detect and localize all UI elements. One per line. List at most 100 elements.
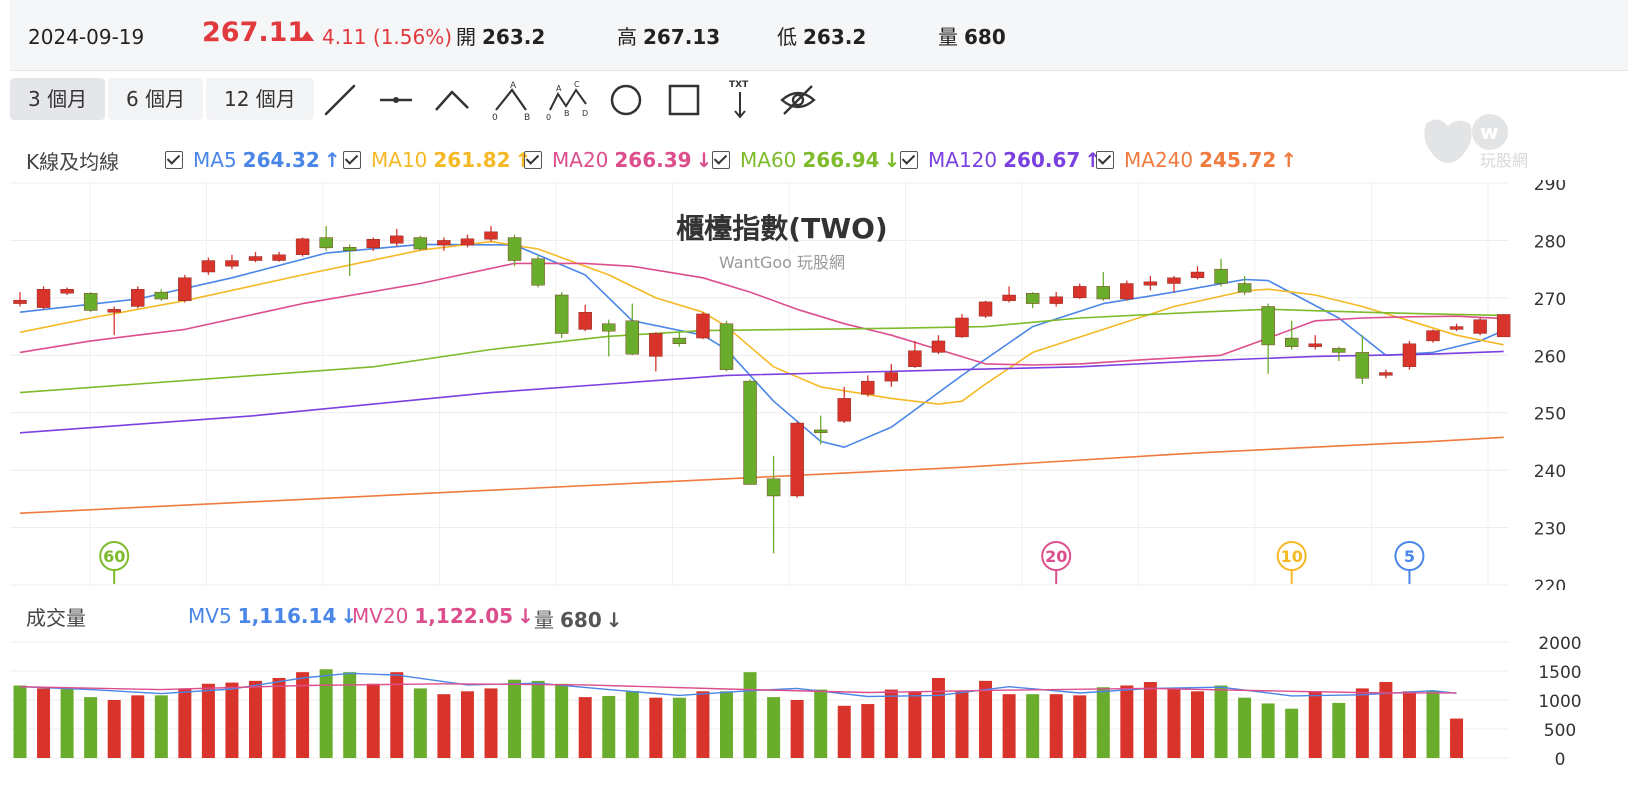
candle-body (83, 293, 98, 311)
marker-circle (1276, 541, 1307, 571)
candle (83, 292, 98, 313)
ma120-checkbox[interactable] (900, 151, 918, 169)
horizontal-line-tool-icon[interactable] (374, 78, 418, 122)
wantgoo-watermark-logo: w 玩股網 (1424, 114, 1528, 170)
candle-body (1143, 281, 1158, 286)
y-tick-label: 250 (1534, 405, 1566, 425)
candle (766, 455, 781, 554)
ma60-checkbox[interactable] (712, 151, 730, 169)
ma10-checkbox[interactable] (343, 151, 361, 169)
volume-bar (1355, 688, 1369, 758)
candle (955, 313, 969, 339)
rectangle-tool-icon[interactable] (662, 78, 706, 122)
candle-body (578, 312, 592, 330)
volume-bar (931, 677, 945, 758)
abc-wave-tool-icon[interactable]: A 0 B (490, 78, 534, 122)
volume-bar (37, 688, 51, 758)
hide-drawings-icon[interactable] (776, 78, 820, 122)
candle (931, 335, 946, 355)
volume-bar (1002, 694, 1016, 758)
circle-tool-icon[interactable] (604, 78, 648, 122)
vol-legend: 量 680 ↓ (534, 608, 623, 632)
candle-body (625, 320, 639, 355)
ma20-checkbox[interactable] (524, 151, 542, 169)
candle (225, 254, 239, 270)
range-3m-button[interactable]: 3 個月 (10, 78, 106, 120)
volume-bar (1238, 697, 1252, 758)
candle (319, 226, 333, 251)
candle-body (1237, 283, 1252, 293)
ma10-toggle[interactable]: MA10 261.82 ↑ (343, 148, 531, 172)
candle-body (1025, 293, 1040, 304)
volume-bar (814, 689, 828, 758)
candle-body (1073, 286, 1087, 299)
candle-body (1308, 343, 1322, 347)
volume-bar (767, 697, 781, 758)
volume-bar (84, 697, 98, 758)
price-chart[interactable]: 220 230 240 250 260 270 280 290 櫃檯指數(TWO) WantGoo… (0, 180, 1638, 590)
candle (366, 237, 380, 251)
svg-text:C: C (574, 80, 580, 89)
volume-chart[interactable]: 0 500 1000 1500 2000 (0, 636, 1638, 806)
candle (484, 226, 498, 242)
y-tick-label: 1000 (1538, 692, 1581, 712)
ma5-toggle[interactable]: MA5 264.32 ↑ (165, 148, 341, 172)
candle (60, 287, 74, 295)
candle-body (107, 309, 121, 313)
y-tick-label: 270 (1534, 290, 1566, 310)
ma20-toggle[interactable]: MA20 266.39 ↓ (524, 148, 712, 172)
candle (1473, 317, 1487, 336)
mv20-line (19, 683, 1457, 694)
up-triangle-icon (300, 31, 314, 41)
candle (107, 306, 121, 336)
candle-body (484, 231, 498, 240)
line-tool-icon[interactable] (318, 78, 362, 122)
volume-bar (296, 672, 310, 758)
abcd-wave-tool-icon[interactable]: A B C D 0 (546, 78, 590, 122)
volume-bar (1402, 691, 1416, 758)
candle-body (1190, 271, 1205, 278)
volume-bar (720, 691, 733, 758)
ma60-toggle[interactable]: MA60 266.94 ↓ (712, 148, 900, 172)
volume-legend-label: 成交量 (26, 606, 86, 630)
svg-text:B: B (564, 109, 570, 118)
candle-body (1496, 314, 1511, 338)
candle (1332, 346, 1346, 362)
candle (1355, 335, 1370, 384)
candle (649, 332, 663, 372)
volume-bar (131, 695, 145, 758)
ma120-toggle[interactable]: MA120 260.67 ↑ (900, 148, 1101, 172)
volume-bar (390, 672, 404, 758)
volume-bar (154, 695, 168, 758)
volume-bar (979, 680, 993, 758)
candle (507, 234, 522, 267)
volume-bar (743, 672, 757, 758)
candle (413, 235, 428, 251)
angle-tool-icon[interactable] (430, 78, 474, 122)
candle-body (460, 238, 475, 246)
candle-body (319, 237, 333, 249)
ma240-toggle[interactable]: MA240 245.72 ↑ (1096, 148, 1297, 172)
y-tick-label: 230 (1534, 520, 1566, 540)
candle-body (225, 260, 239, 267)
candle (1308, 335, 1322, 350)
y-tick-label: 280 (1534, 232, 1566, 252)
volume-bar (225, 682, 239, 758)
volume-bar (1049, 694, 1063, 758)
candle-body (955, 317, 969, 338)
candle-body (201, 260, 216, 273)
ma5-checkbox[interactable] (165, 151, 183, 169)
range-6m-button[interactable]: 6 個月 (108, 78, 204, 120)
candle (295, 237, 310, 257)
candle (884, 363, 899, 387)
range-12m-button[interactable]: 12 個月 (206, 78, 314, 120)
svg-text:0: 0 (492, 113, 498, 122)
ma240-checkbox[interactable] (1096, 151, 1114, 169)
mv20-legend: MV20 1,122.05 ↓ (352, 604, 534, 628)
candle (460, 234, 475, 248)
candle (13, 292, 27, 307)
candle-body (295, 238, 310, 255)
ma240-line (19, 436, 1504, 514)
volume-bar (343, 672, 357, 758)
text-tool-icon[interactable]: TXT (718, 78, 762, 122)
